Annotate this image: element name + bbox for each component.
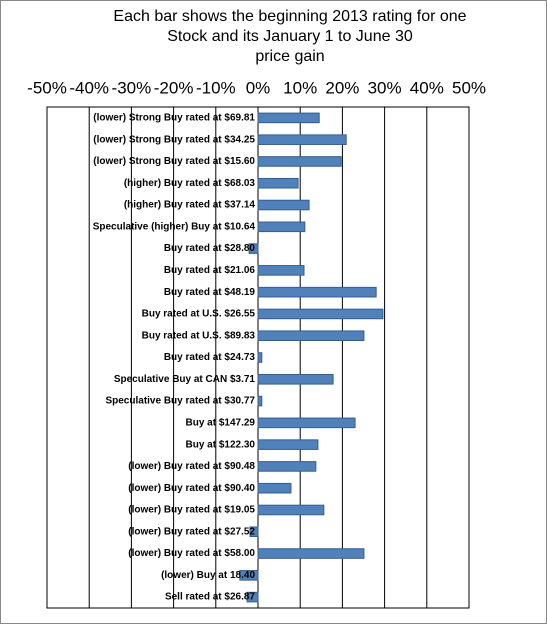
y-tick-label: Buy rated at $24.73 [164, 352, 256, 363]
chart-title: Stock and its January 1 to June 30 [167, 28, 413, 45]
bar [257, 265, 305, 276]
y-tick-label: Speculative (higher) Buy at $10.64 [93, 221, 256, 232]
bar [257, 221, 306, 233]
y-tick-label: (lower) Buy at 18.40 [161, 570, 255, 581]
bar [249, 526, 259, 538]
chart-title: price gain [255, 48, 324, 65]
y-tick-label: (lower) Strong Buy rated at $15.60 [93, 156, 255, 167]
bar [257, 504, 325, 516]
bar [239, 570, 259, 581]
bar [257, 352, 263, 363]
y-tick-label: (lower) Strong Buy rated at $34.25 [93, 134, 255, 145]
y-tick-label: Buy rated at $48.19 [164, 287, 256, 298]
y-tick-label: (lower) Buy rated at $90.40 [128, 483, 255, 494]
bar [257, 417, 356, 429]
y-tick-label: Buy rated at U.S. $89.83 [142, 330, 256, 341]
y-tick-label: (higher) Buy rated at $68.03 [124, 178, 256, 189]
bar [257, 199, 310, 211]
plot-border [46, 106, 470, 609]
bar [257, 461, 317, 472]
x-tick-label: -40% [69, 78, 109, 97]
y-tick-label: (lower) Buy rated at $27.52 [128, 526, 255, 537]
bar [257, 439, 319, 450]
x-tick-label: -20% [154, 78, 194, 97]
y-tick-label: (lower) Buy rated at $19.05 [128, 505, 255, 516]
x-tick-label: 50% [452, 78, 486, 97]
bar [248, 243, 259, 254]
bar [257, 548, 365, 559]
x-tick-label: 20% [325, 78, 359, 97]
y-tick-label: Speculative Buy at CAN $3.71 [114, 374, 256, 385]
bar [257, 308, 384, 320]
bar [246, 591, 259, 603]
bar [257, 482, 292, 494]
bar [257, 373, 334, 385]
y-tick-label: (lower) Strong Buy rated at $69.81 [93, 113, 255, 124]
x-tick-label: 40% [410, 78, 444, 97]
y-tick-label: Buy rated at $28.80 [164, 243, 256, 254]
x-tick-label: -50% [27, 78, 67, 97]
bar [257, 395, 263, 407]
x-tick-label: -30% [112, 78, 152, 97]
bar [257, 112, 320, 124]
y-tick-label: Buy rated at U.S. $26.55 [142, 309, 256, 320]
y-tick-label: Speculative Buy rated at $30.77 [105, 396, 255, 407]
x-tick-label: 30% [368, 78, 402, 97]
y-tick-label: (higher) Buy rated at $37.14 [124, 200, 256, 211]
y-tick-label: Sell rated at $26.87 [165, 592, 255, 603]
y-tick-label: Buy rated at $21.06 [164, 265, 256, 276]
bar [257, 156, 342, 167]
x-tick-label: 10% [283, 78, 317, 97]
y-tick-label: (lower) Buy rated at $90.48 [128, 461, 255, 472]
x-tick-label: 0% [246, 78, 271, 97]
bar [257, 330, 365, 342]
bar [257, 134, 347, 145]
chart-title: Each bar shows the beginning 2013 rating… [113, 8, 466, 25]
y-tick-label: Buy at $147.29 [186, 417, 256, 428]
bar [257, 177, 299, 189]
y-tick-label: Buy at $122.30 [186, 439, 256, 450]
y-tick-label: (lower) Buy rated at $58.00 [128, 548, 255, 559]
bar [257, 286, 377, 298]
x-tick-label: -10% [196, 78, 236, 97]
